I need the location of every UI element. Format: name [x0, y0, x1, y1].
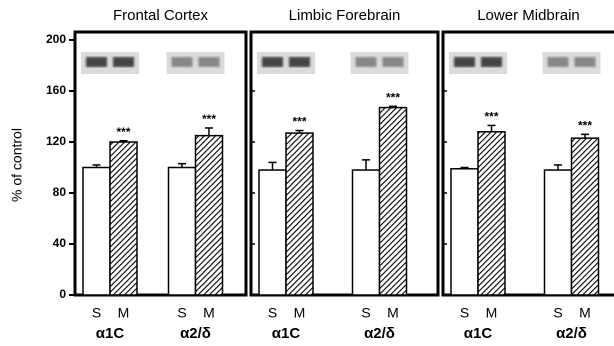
category-label: α2/δ: [364, 325, 395, 342]
significance: ***: [578, 119, 592, 133]
blot-band: [113, 57, 134, 67]
blot-band: [481, 57, 502, 67]
series-label: M: [486, 305, 498, 321]
series-label: M: [387, 305, 399, 321]
y-tick-label: 200: [46, 32, 66, 46]
y-tick-label: 40: [53, 236, 67, 250]
category-label: α1C: [272, 325, 301, 342]
bar: [169, 168, 196, 296]
bar: [478, 132, 505, 295]
series-label: S: [92, 305, 101, 321]
category-label: α2/δ: [180, 325, 211, 342]
bar: [196, 136, 223, 295]
significance: ***: [386, 90, 400, 104]
series-label: S: [268, 305, 277, 321]
series-label: S: [361, 305, 370, 321]
panel-title: Frontal Cortex: [113, 7, 209, 24]
blot-band: [575, 57, 596, 67]
bar: [83, 168, 110, 296]
blot-band: [356, 57, 377, 67]
significance: ***: [202, 112, 216, 126]
significance: ***: [292, 115, 306, 129]
series-label: S: [553, 305, 562, 321]
bar: [286, 133, 313, 295]
category-label: α1C: [96, 325, 125, 342]
series-label: S: [460, 305, 469, 321]
y-tick-label: 0: [59, 287, 66, 301]
series-label: M: [118, 305, 130, 321]
y-tick-label: 80: [53, 185, 67, 199]
blot-band: [454, 57, 475, 67]
y-tick-label: 160: [46, 83, 66, 97]
chart: Frontal Cortex % of control 0 40 80 120 160 200…: [0, 0, 614, 346]
blot-band: [199, 57, 220, 67]
bar: [353, 170, 380, 295]
bar: [451, 169, 478, 295]
panel-title: Lower Midbrain: [477, 7, 580, 24]
series-label: M: [294, 305, 306, 321]
category-label: α2/δ: [556, 325, 587, 342]
blot-band: [262, 57, 283, 67]
series-label: S: [177, 305, 186, 321]
bar: [259, 170, 286, 295]
series-label: M: [203, 305, 215, 321]
blot-band: [289, 57, 310, 67]
y-tick-label: 120: [46, 134, 66, 148]
significance: ***: [484, 110, 498, 124]
category-label: α1C: [464, 325, 493, 342]
panel-title: Limbic Forebrain: [289, 7, 401, 24]
bar: [380, 108, 407, 295]
bar: [110, 142, 137, 295]
blot-band: [172, 57, 193, 67]
significance: ***: [116, 125, 130, 139]
blot-band: [548, 57, 569, 67]
y-axis-label: % of control: [9, 128, 25, 202]
series-label: M: [579, 305, 591, 321]
bar: [572, 138, 599, 295]
blot-band: [86, 57, 107, 67]
bar: [545, 170, 572, 295]
blot-band: [383, 57, 404, 67]
